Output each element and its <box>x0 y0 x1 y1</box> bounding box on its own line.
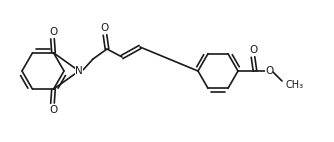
Text: O: O <box>265 66 273 76</box>
Text: O: O <box>49 105 58 115</box>
Text: CH₃: CH₃ <box>285 80 303 90</box>
Text: N: N <box>75 66 83 76</box>
Text: O: O <box>49 27 58 37</box>
Text: O: O <box>100 23 108 33</box>
Text: O: O <box>249 45 257 55</box>
